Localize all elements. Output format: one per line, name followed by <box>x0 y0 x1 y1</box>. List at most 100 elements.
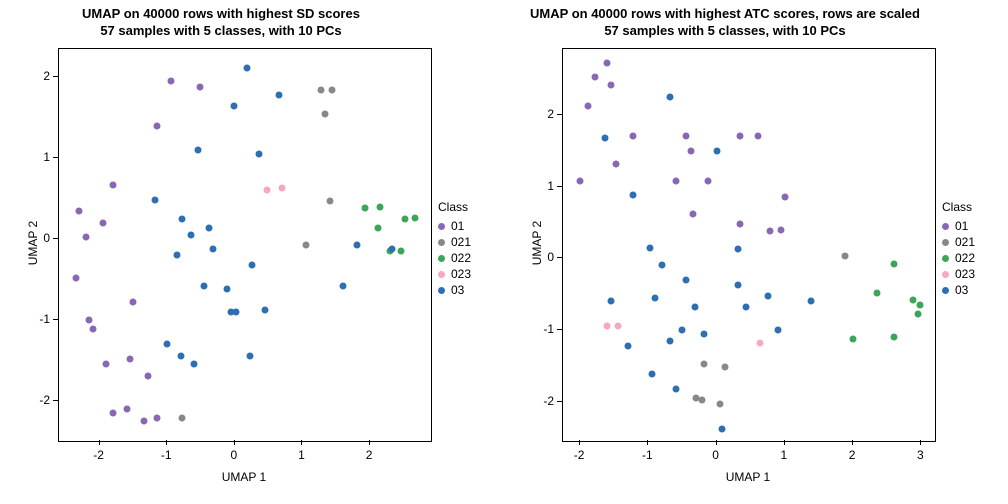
panel-right: UMAP on 40000 rows with highest ATC scor… <box>504 0 1008 504</box>
scatter-point <box>230 102 237 109</box>
y-tick-label: -1 <box>30 312 50 326</box>
scatter-point <box>891 334 898 341</box>
y-axis-label: UMAP 2 <box>530 213 544 273</box>
scatter-point <box>807 298 814 305</box>
chart-title-line2: 57 samples with 5 classes, with 10 PCs <box>0 23 442 40</box>
x-tick <box>99 440 100 445</box>
legend-swatch <box>942 223 949 230</box>
scatter-point <box>612 160 619 167</box>
y-tick-label: -2 <box>534 394 554 408</box>
scatter-point <box>262 307 269 314</box>
scatter-point <box>206 225 213 232</box>
chart-title-line2: 57 samples with 5 classes, with 10 PCs <box>504 23 946 40</box>
y-tick <box>53 238 58 239</box>
legend-item: 022 <box>942 250 975 266</box>
x-tick-label: 3 <box>917 448 924 462</box>
x-tick-label: 1 <box>298 448 305 462</box>
legend-item: 03 <box>942 282 975 298</box>
scatter-point <box>318 87 325 94</box>
y-tick <box>53 157 58 158</box>
x-tick <box>716 440 717 445</box>
legend-item: 01 <box>942 218 975 234</box>
y-tick <box>557 401 562 402</box>
scatter-point <box>103 361 110 368</box>
legend-item: 023 <box>942 266 975 282</box>
scatter-point <box>340 282 347 289</box>
scatter-point <box>375 225 382 232</box>
scatter-point <box>592 73 599 80</box>
y-tick-label: 2 <box>30 69 50 83</box>
legend-label: 03 <box>451 283 464 297</box>
scatter-point <box>630 133 637 140</box>
scatter-point <box>652 294 659 301</box>
legend-swatch <box>438 223 445 230</box>
legend-swatch <box>438 255 445 262</box>
scatter-point <box>353 242 360 249</box>
scatter-point <box>698 397 705 404</box>
legend-item: 021 <box>438 234 471 250</box>
figure-container: UMAP on 40000 rows with highest SD score… <box>0 0 1008 504</box>
scatter-point <box>604 60 611 67</box>
scatter-point <box>167 78 174 85</box>
y-tick-label: 1 <box>30 150 50 164</box>
scatter-point <box>246 353 253 360</box>
scatter-point <box>775 326 782 333</box>
scatter-point <box>672 386 679 393</box>
chart-title: UMAP on 40000 rows with highest ATC scor… <box>504 6 946 40</box>
legend-item: 023 <box>438 266 471 282</box>
scatter-point <box>781 194 788 201</box>
x-tick-label: 2 <box>849 448 856 462</box>
scatter-point <box>154 415 161 422</box>
legend-label: 03 <box>955 283 968 297</box>
scatter-point <box>130 298 137 305</box>
scatter-point <box>721 364 728 371</box>
legend-swatch <box>438 271 445 278</box>
scatter-point <box>916 301 923 308</box>
legend-label: 022 <box>955 251 975 265</box>
scatter-point <box>196 83 203 90</box>
scatter-point <box>233 308 240 315</box>
scatter-point <box>756 339 763 346</box>
legend-label: 01 <box>451 219 464 233</box>
scatter-point <box>719 425 726 432</box>
y-tick-label: 2 <box>534 107 554 121</box>
scatter-point <box>194 147 201 154</box>
scatter-point <box>99 219 106 226</box>
scatter-point <box>402 215 409 222</box>
scatter-point <box>701 330 708 337</box>
scatter-point <box>873 289 880 296</box>
x-tick-label: -2 <box>574 448 585 462</box>
scatter-point <box>716 400 723 407</box>
x-tick-label: 2 <box>366 448 373 462</box>
x-axis-label: UMAP 1 <box>562 470 934 484</box>
x-tick-label: -2 <box>93 448 104 462</box>
legend-label: 023 <box>955 267 975 281</box>
scatter-point <box>179 215 186 222</box>
scatter-point <box>264 187 271 194</box>
y-tick-label: -2 <box>30 393 50 407</box>
legend-item: 021 <box>942 234 975 250</box>
scatter-point <box>302 242 309 249</box>
x-tick <box>579 440 580 445</box>
x-tick <box>301 440 302 445</box>
scatter-point <box>891 260 898 267</box>
legend-item: 022 <box>438 250 471 266</box>
scatter-point <box>658 262 665 269</box>
legend-label: 021 <box>955 235 975 249</box>
scatter-point <box>321 110 328 117</box>
scatter-point <box>279 185 286 192</box>
panel-left: UMAP on 40000 rows with highest SD score… <box>0 0 504 504</box>
scatter-point <box>244 64 251 71</box>
scatter-point <box>754 133 761 140</box>
chart-title: UMAP on 40000 rows with highest SD score… <box>0 6 442 40</box>
scatter-point <box>397 248 404 255</box>
y-tick <box>557 257 562 258</box>
legend: Class0102102202303 <box>438 200 471 298</box>
y-tick <box>53 76 58 77</box>
legend-swatch <box>942 287 949 294</box>
scatter-point <box>672 177 679 184</box>
scatter-point <box>110 181 117 188</box>
x-tick <box>920 440 921 445</box>
chart-title-line1: UMAP on 40000 rows with highest ATC scor… <box>504 6 946 23</box>
x-axis-label: UMAP 1 <box>58 470 430 484</box>
